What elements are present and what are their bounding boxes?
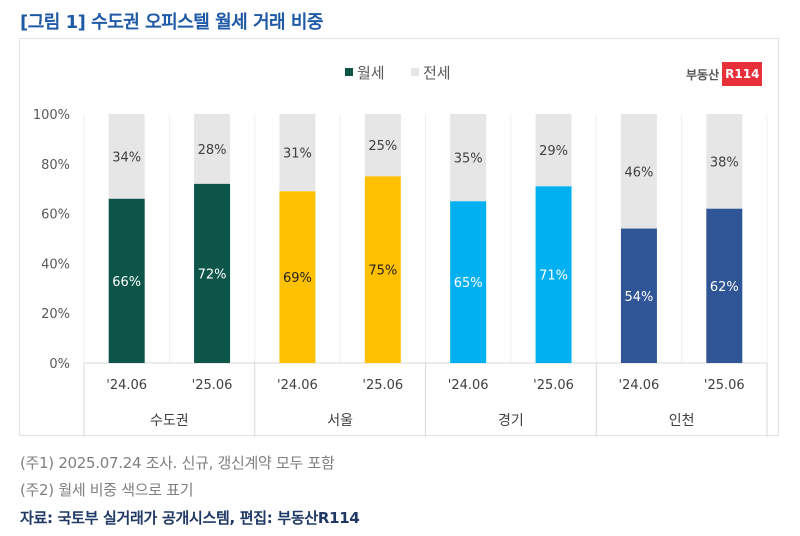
data-label: 28% — [198, 143, 227, 158]
data-label: 38% — [710, 155, 739, 170]
y-tick-label: 20% — [41, 307, 70, 322]
bar-wolse — [450, 201, 487, 363]
data-label: 69% — [283, 271, 312, 286]
data-label: 75% — [368, 264, 397, 279]
bar-wolse — [194, 183, 231, 363]
note-1: (주1) 2025.07.24 조사. 신규, 갱신계약 모두 포함 — [20, 454, 335, 472]
x-tick-label: '25.06 — [704, 378, 745, 393]
bar-wolse — [535, 186, 572, 363]
logo: 부동산 R114 — [686, 62, 763, 86]
x-tick-label: '25.06 — [192, 378, 233, 393]
data-label: 71% — [539, 269, 568, 284]
group-label: 서울 — [327, 413, 353, 429]
data-label: 34% — [112, 150, 141, 165]
bar-wolse — [364, 176, 401, 363]
x-tick-label: '25.06 — [533, 378, 574, 393]
x-tick-label: '25.06 — [362, 378, 403, 393]
x-tick-label: '24.06 — [448, 378, 489, 393]
chart-frame — [19, 38, 779, 436]
x-tick-label: '24.06 — [619, 378, 660, 393]
bar-jeonse — [535, 114, 572, 187]
legend-swatch — [411, 68, 419, 76]
data-label: 66% — [112, 275, 141, 290]
data-label: 54% — [624, 290, 653, 305]
legend-label: 월세 — [357, 64, 385, 82]
group-label: 인천 — [669, 413, 695, 429]
data-label: 29% — [539, 144, 568, 159]
data-label: 72% — [198, 267, 227, 282]
legend-label: 전세 — [423, 64, 451, 82]
y-tick-label: 40% — [41, 257, 70, 272]
bar-wolse — [706, 208, 743, 363]
data-label: 46% — [624, 165, 653, 180]
source-text: 자료: 국토부 실거래가 공개시스템, 편집: 부동산R114 — [20, 509, 360, 527]
logo-badge: R114 — [722, 62, 763, 86]
group-label: 수도권 — [150, 413, 189, 429]
y-tick-label: 80% — [41, 158, 70, 173]
bar-jeonse — [108, 114, 145, 199]
bar-jeonse — [194, 114, 231, 184]
legend-swatch — [345, 68, 353, 76]
figure-title: [그림 1] 수도권 오피스텔 월세 거래 비중 — [20, 12, 323, 33]
note-2: (주2) 월세 비중 색으로 표기 — [20, 481, 194, 499]
data-label: 65% — [454, 276, 483, 291]
data-label: 25% — [368, 139, 397, 154]
y-tick-label: 0% — [49, 357, 70, 372]
bar-wolse — [620, 228, 657, 363]
y-tick-label: 60% — [41, 208, 70, 223]
bar-jeonse — [450, 114, 487, 202]
bar-jeonse — [279, 114, 316, 192]
group-label: 경기 — [498, 413, 524, 429]
logo-text: 부동산 — [686, 67, 720, 82]
data-label: 62% — [710, 280, 739, 295]
bar-wolse — [279, 191, 316, 363]
y-tick-label: 100% — [33, 108, 70, 123]
bar-jeonse — [620, 114, 657, 229]
data-label: 35% — [454, 152, 483, 167]
x-tick-label: '24.06 — [277, 378, 318, 393]
bar-wolse — [108, 198, 145, 363]
data-label: 31% — [283, 147, 312, 162]
x-tick-label: '24.06 — [106, 378, 147, 393]
bar-jeonse — [706, 114, 743, 209]
bar-jeonse — [364, 114, 401, 177]
